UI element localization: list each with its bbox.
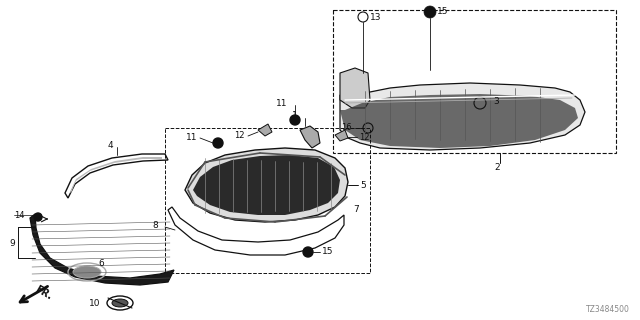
- Polygon shape: [70, 157, 162, 193]
- Polygon shape: [185, 148, 348, 222]
- Polygon shape: [340, 94, 578, 148]
- Polygon shape: [258, 124, 272, 136]
- Text: 11: 11: [186, 132, 197, 141]
- Text: TZ3484500: TZ3484500: [586, 305, 630, 314]
- Text: 9: 9: [9, 238, 15, 247]
- Polygon shape: [340, 83, 585, 150]
- Text: 1: 1: [292, 111, 298, 121]
- Text: 5: 5: [360, 180, 365, 189]
- Text: 4: 4: [108, 140, 113, 149]
- Text: 13: 13: [370, 12, 381, 21]
- Text: 15: 15: [322, 247, 333, 257]
- Circle shape: [34, 213, 42, 221]
- Polygon shape: [335, 130, 348, 141]
- Text: 10: 10: [88, 299, 100, 308]
- Text: 6: 6: [98, 259, 104, 268]
- Circle shape: [290, 115, 300, 125]
- Text: 12: 12: [234, 132, 245, 140]
- Polygon shape: [193, 155, 340, 215]
- Bar: [165, 128, 370, 273]
- Ellipse shape: [73, 266, 101, 278]
- Bar: [333, 10, 616, 153]
- Text: 8: 8: [152, 221, 158, 230]
- Polygon shape: [340, 68, 370, 108]
- Polygon shape: [300, 126, 320, 148]
- Ellipse shape: [112, 299, 128, 307]
- Text: 3: 3: [493, 98, 499, 107]
- Text: 14: 14: [14, 211, 24, 220]
- Text: FR.: FR.: [33, 284, 53, 302]
- Text: 7: 7: [353, 205, 359, 214]
- Text: 2: 2: [494, 164, 500, 172]
- Circle shape: [424, 6, 436, 18]
- Text: 15: 15: [437, 6, 449, 15]
- Polygon shape: [30, 214, 174, 285]
- Text: 12: 12: [359, 132, 369, 141]
- Circle shape: [303, 247, 313, 257]
- Text: 11: 11: [275, 99, 287, 108]
- Text: 16: 16: [341, 124, 352, 132]
- Circle shape: [213, 138, 223, 148]
